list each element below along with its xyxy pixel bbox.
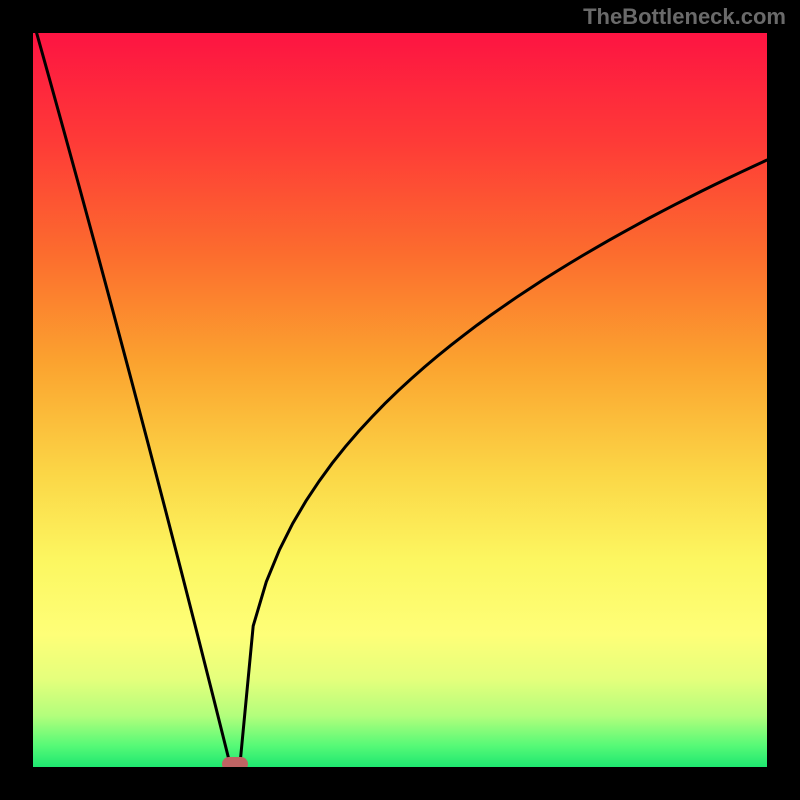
watermark-text: TheBottleneck.com <box>583 4 786 30</box>
bottleneck-curve <box>33 33 767 767</box>
curve-path <box>33 33 767 765</box>
chart-plot-area <box>33 33 767 767</box>
optimal-point-marker <box>222 757 248 767</box>
